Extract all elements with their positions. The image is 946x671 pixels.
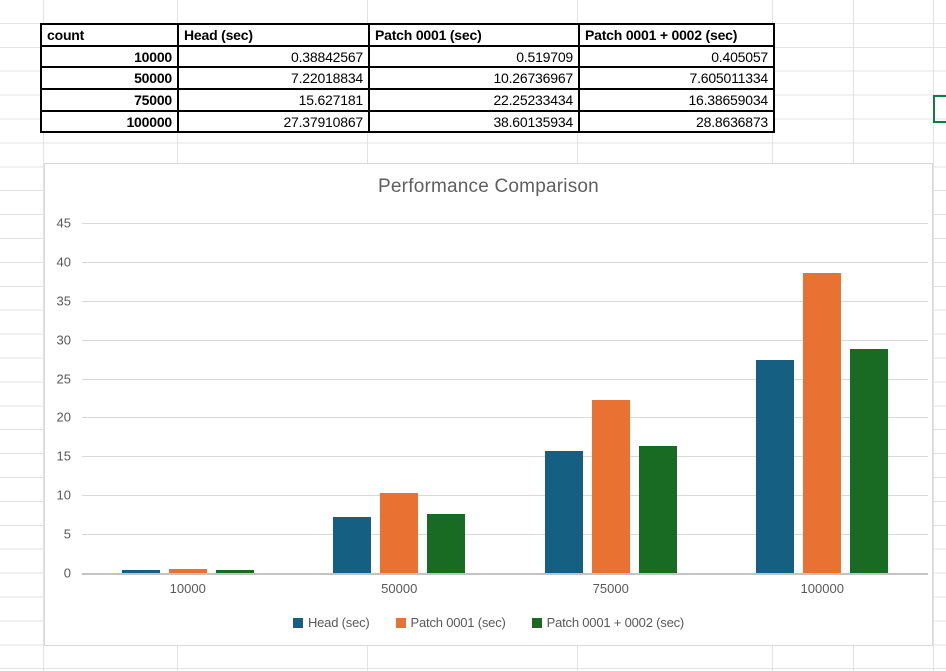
table-cell[interactable]: 38.60135934 [368,109,580,134]
legend-label: Head (sec) [307,615,370,630]
table-cell[interactable]: 28.8636873 [578,109,775,134]
table-header-cell[interactable]: Head (sec) [177,23,370,47]
bar-series3-50000[interactable] [427,513,466,573]
bar-series1-50000[interactable] [333,516,372,573]
y-gridline [82,417,928,419]
y-gridline [82,339,928,341]
legend-label: Patch 0001 + 0002 (sec) [546,615,685,630]
performance-chart[interactable]: Performance Comparison 0 5 10 15 20 25 30 35 40 4… [44,163,933,646]
table-header-cell[interactable]: Patch 0001 (sec) [368,23,580,47]
table-cell[interactable]: 10000 [40,44,179,69]
table-cell[interactable]: 10.26736967 [368,66,580,91]
bar-series3-100000[interactable] [850,348,889,573]
table-header-cell[interactable]: Patch 0001 + 0002 (sec) [578,23,775,47]
chart-legend: Head (sec) Patch 0001 (sec) Patch 0001 + 0… [45,615,932,630]
x-axis-tick-label: 10000 [169,581,206,596]
y-gridline [82,378,928,380]
table-cell[interactable]: 15.627181 [177,88,370,112]
x-axis-tick-label: 50000 [381,581,418,596]
spreadsheet-gridline [933,0,934,671]
y-gridline [82,456,928,458]
bar-series1-10000[interactable] [121,569,160,573]
y-axis-tick-label: 0 [63,565,71,581]
spreadsheet-gridline [43,0,44,671]
y-axis-tick-label: 25 [56,371,71,387]
legend-swatch-icon [531,617,542,628]
table-cell[interactable]: 0.519709 [368,44,580,69]
y-axis-tick-label: 40 [56,254,71,270]
x-axis-tick-label: 100000 [800,581,844,596]
bar-series1-100000[interactable] [756,360,795,573]
bar-series2-10000[interactable] [168,568,207,573]
table-cell[interactable]: 75000 [40,88,179,112]
table-cell[interactable]: 50000 [40,66,179,91]
table-cell[interactable]: 100000 [40,109,179,134]
y-axis-tick-label: 35 [56,293,71,309]
table-cell[interactable]: 16.38659034 [578,88,775,112]
bar-series1-75000[interactable] [544,451,583,573]
table-cell[interactable]: 0.405057 [578,44,775,69]
y-gridline [82,300,928,302]
y-gridline [82,261,928,263]
bar-series2-75000[interactable] [591,399,630,573]
bar-series2-50000[interactable] [380,493,419,573]
y-axis-tick-label: 45 [56,215,71,231]
y-gridline [82,495,928,497]
legend-label: Patch 0001 (sec) [410,615,506,630]
y-axis-tick-label: 15 [56,448,71,464]
bar-series2-100000[interactable] [803,272,842,573]
bar-series3-10000[interactable] [215,569,254,573]
active-cell-indicator[interactable] [933,95,946,123]
bar-series3-75000[interactable] [638,445,677,573]
table-header-cell[interactable]: count [40,23,179,47]
table-cell[interactable]: 0.38842567 [177,44,370,69]
x-axis-tick-label: 75000 [592,581,629,596]
y-axis-tick-label: 10 [56,487,71,503]
table-cell[interactable]: 22.25233434 [368,88,580,112]
legend-swatch-icon [292,617,303,628]
y-gridline [82,534,928,536]
y-axis-tick-label: 30 [56,332,71,348]
y-gridline [82,223,928,224]
legend-swatch-icon [395,617,406,628]
y-axis-tick-label: 20 [56,409,71,425]
legend-item[interactable]: Head (sec) [292,615,370,630]
table-cell[interactable]: 27.37910867 [177,109,370,134]
data-table: count Head (sec) Patch 0001 (sec) Patch 000… [40,23,775,134]
y-axis-tick-label: 5 [63,526,71,542]
x-axis-line [82,573,928,575]
legend-item[interactable]: Patch 0001 (sec) [395,615,506,630]
table-cell[interactable]: 7.605011334 [578,66,775,91]
chart-title: Performance Comparison [378,176,599,197]
legend-item[interactable]: Patch 0001 + 0002 (sec) [531,615,685,630]
table-cell[interactable]: 7.22018834 [177,66,370,91]
